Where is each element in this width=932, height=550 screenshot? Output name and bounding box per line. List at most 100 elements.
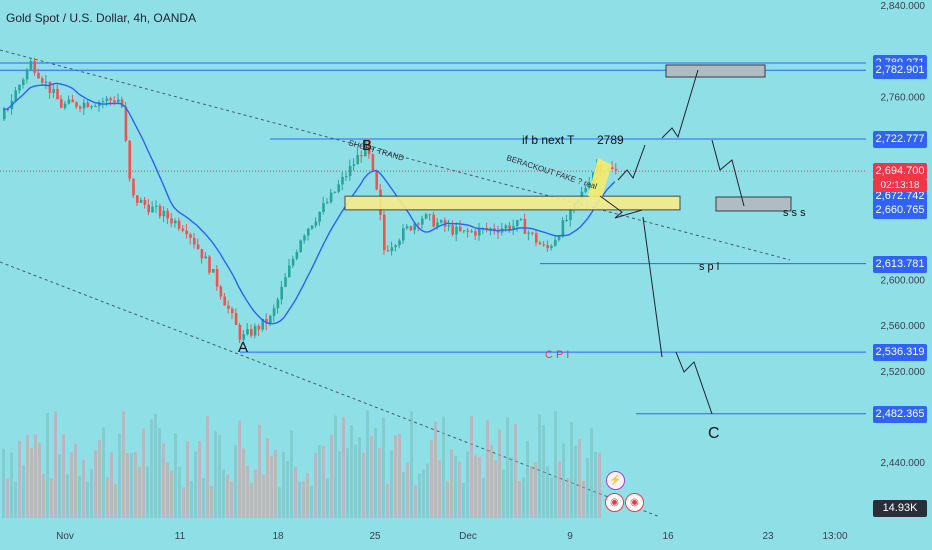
volume-bar [226, 474, 229, 518]
candle-body [174, 220, 177, 224]
candle-body [71, 99, 74, 103]
volume-bar [542, 424, 545, 518]
volume-bar [310, 485, 313, 518]
volume-bar [334, 415, 337, 518]
volume-bar [410, 411, 413, 518]
volume-bar [250, 482, 253, 518]
candle-body [25, 69, 29, 80]
candle-body [6, 109, 10, 111]
us-flag-event-icon[interactable]: ◉ [625, 493, 644, 512]
channel-upper-line [0, 49, 791, 261]
volume-bar [162, 443, 165, 518]
wave-label-b: B [362, 137, 372, 154]
candle-body [14, 90, 17, 101]
candle-body [542, 244, 546, 246]
candle-body [170, 218, 173, 224]
channel-lower-line [0, 261, 661, 518]
candle-body [41, 78, 44, 83]
volume-bar [38, 443, 41, 518]
candle-body [269, 315, 272, 324]
volume-bar [566, 478, 569, 518]
volume-bar [586, 457, 589, 518]
volume-bar [46, 412, 49, 518]
flash-event-icon[interactable]: ⚡ [606, 471, 625, 490]
volume-bar [126, 452, 129, 518]
volume-bar [2, 448, 5, 518]
price-level-label: 2,536.319 [873, 344, 927, 362]
projection-path [711, 139, 745, 207]
price-level-label: 2,613.781 [873, 255, 927, 273]
volume-bar [538, 414, 541, 518]
volume-bar [70, 452, 73, 518]
candle-body [48, 81, 52, 93]
volume-bar [178, 466, 181, 518]
us-flag-event-icon[interactable]: ◉ [605, 493, 624, 512]
volume-bar [362, 452, 365, 518]
volume-bar [134, 451, 137, 518]
candle-body [561, 220, 565, 237]
candle-body [402, 228, 405, 241]
volume-bar [506, 417, 509, 518]
volume-bar [394, 435, 397, 518]
volume-bar [430, 440, 433, 518]
x-tick-label: 9 [567, 531, 573, 542]
projection-path [617, 144, 646, 181]
volume-bar [34, 434, 37, 518]
volume-bar [446, 481, 449, 518]
volume-bar [402, 471, 405, 518]
volume-bar [406, 462, 409, 518]
candle-body [75, 102, 78, 107]
candle-body [185, 230, 188, 235]
volume-bar [230, 481, 233, 518]
volume-bar [98, 439, 101, 518]
volume-bar [486, 419, 489, 518]
volume-bar [314, 452, 317, 518]
candle-body [478, 228, 481, 236]
candle-body [462, 230, 466, 232]
volume-bar [318, 444, 321, 518]
volume-bar [254, 469, 257, 518]
moving-average-line [2, 82, 616, 325]
candle-body [29, 61, 33, 70]
candle-body [440, 220, 443, 223]
volume-bar [414, 485, 417, 518]
candle-body [67, 99, 71, 104]
volume-bar [374, 427, 377, 518]
volume-bar [526, 440, 529, 518]
price-level-label: 2,660.765 [873, 201, 927, 219]
volume-bar [298, 481, 301, 518]
short-trend-label: SHORT TRAND [347, 138, 405, 163]
x-tick-label: Nov [56, 531, 74, 542]
y-tick-label: 2,600.000 [881, 275, 926, 286]
volume-bar [58, 454, 61, 518]
candle-body [143, 199, 147, 205]
volume-bar [346, 448, 349, 518]
candle-body [348, 165, 352, 177]
y-tick-label: 2,760.000 [881, 92, 926, 103]
volume-bar [142, 428, 145, 518]
x-tick-label: 23 [762, 531, 774, 542]
candle-body [398, 240, 401, 246]
volume-bar [382, 417, 385, 518]
volume-bar [534, 462, 537, 518]
candle-body [128, 140, 131, 179]
price-level-label: 2,722.777 [873, 130, 927, 148]
volume-bar [294, 466, 297, 518]
volume-bar [482, 477, 485, 518]
volume-bar [18, 440, 21, 518]
candle-body [424, 214, 428, 219]
candle-body [352, 164, 356, 166]
volume-bar [50, 478, 53, 518]
volume-bar [326, 478, 329, 518]
volume-bar [594, 452, 597, 518]
candle-body [22, 79, 25, 86]
volume-bar [582, 481, 585, 518]
volume-bar [78, 475, 81, 518]
candle-body [531, 232, 534, 234]
price-level-label: 2,672.742 [873, 188, 927, 206]
candle-body [246, 329, 249, 335]
candle-body [383, 214, 386, 251]
volume-bar [546, 465, 549, 518]
